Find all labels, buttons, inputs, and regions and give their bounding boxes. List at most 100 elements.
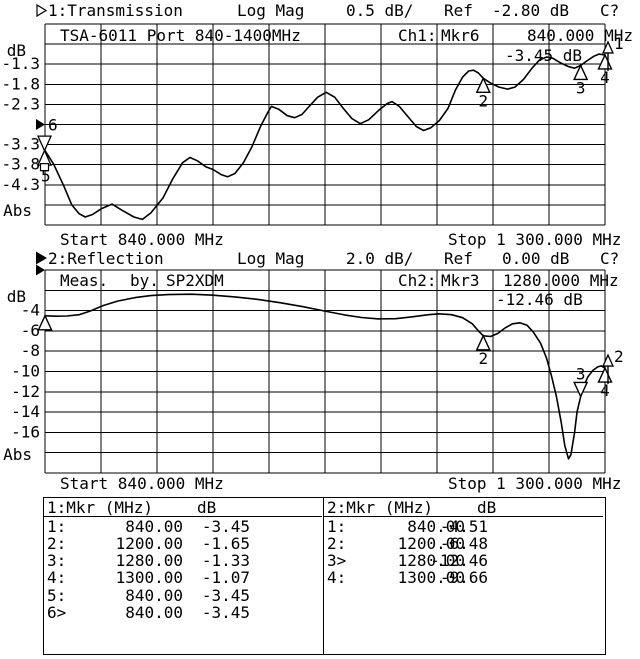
- svg-text:-12: -12: [11, 382, 40, 401]
- svg-text:dB: dB: [7, 287, 26, 306]
- grid: [44, 269, 606, 474]
- marker-frequency: 1280.00: [115, 551, 183, 571]
- marker-frequency: 1300.00: [115, 568, 183, 588]
- marker-number: 3>: [327, 551, 347, 571]
- marker-4-icon: [597, 53, 613, 70]
- marker-symbols: 2 34: [37, 314, 613, 400]
- marker-value: -1.65: [201, 533, 250, 553]
- ch1-format: Log Mag: [237, 1, 305, 20]
- trace-id-arrow-icon: 2: [601, 347, 624, 385]
- svg-text:-1.3: -1.3: [1, 54, 40, 73]
- ch1-channel-label: Ch1:: [398, 26, 437, 45]
- marker-number: 4:: [327, 568, 347, 588]
- svg-text:1: 1: [614, 34, 624, 53]
- ch1-title: 1:Transmission: [48, 1, 183, 20]
- trace-ch1: [44, 53, 606, 221]
- ch2-active-marker: Mkr3: [441, 271, 480, 290]
- ch1-device-label: TSA-6011 Port 840-1400MHz: [60, 26, 301, 45]
- marker-number: 2:: [47, 533, 67, 553]
- table-header-divider: [44, 516, 322, 517]
- svg-text:3: 3: [576, 78, 586, 97]
- table-header-divider: [324, 516, 603, 517]
- svg-text:-8: -8: [21, 341, 40, 360]
- svg-text:-10: -10: [11, 362, 40, 381]
- marker-frequency: 1200.00: [115, 533, 183, 553]
- ch1-cal-status: C?: [600, 1, 620, 20]
- svg-text:3: 3: [576, 364, 586, 383]
- svg-text:Abs: Abs: [3, 201, 32, 220]
- ch1-scale: 0.5 dB/: [346, 1, 414, 20]
- marker-2-icon: [475, 334, 491, 351]
- ch2-stop-label: Stop 1 300.000 MHz: [448, 474, 622, 493]
- channel-pointer-icon: [36, 251, 47, 265]
- ch2-marker-readout: -12.46 dB: [496, 290, 583, 309]
- ch1-active-marker: Mkr6: [441, 26, 480, 45]
- marker-number: 4:: [47, 568, 67, 588]
- svg-text:-6: -6: [21, 321, 40, 340]
- marker-value: -1.33: [201, 551, 250, 571]
- marker-value: -4.51: [439, 516, 488, 536]
- ref-arrow-icon: [36, 264, 45, 276]
- marker-frequency: 840.00: [125, 516, 183, 536]
- channel-pointer-icon: [36, 3, 48, 18]
- ch1-ref-value: -2.80 dB: [492, 1, 570, 20]
- marker-number: 1:: [47, 516, 67, 536]
- marker-number: 5:: [47, 585, 67, 605]
- ch2-meas-word: Meas.: [60, 271, 109, 290]
- marker-frequency: 1280.00: [397, 551, 465, 571]
- ref-level-indicator: [36, 264, 45, 276]
- svg-text:-16: -16: [11, 422, 40, 441]
- svg-text:Abs: Abs: [3, 445, 32, 464]
- svg-text:4: 4: [600, 381, 610, 400]
- ch2-format: Log Mag: [237, 249, 305, 268]
- ch2-title: 2:Reflection: [48, 249, 164, 268]
- ch1-stop-label: Stop 1 300.000 MHz: [448, 230, 622, 249]
- ch2-by-word: by.: [130, 271, 159, 290]
- marker-value: -12.46: [430, 551, 488, 571]
- marker-2-icon: [475, 76, 491, 93]
- ch2-operator: SP2XDM: [166, 271, 224, 290]
- table2-title: 2:Mkr (MHz): [327, 498, 433, 517]
- marker-frequency: 1200.00: [397, 533, 465, 553]
- marker-value: -9.66: [439, 568, 488, 588]
- marker-1-icon: [37, 314, 53, 331]
- svg-text:-3.3: -3.3: [1, 135, 40, 154]
- marker-frequency: 840.00: [125, 585, 183, 605]
- marker-value: -3.45: [201, 516, 250, 536]
- marker-value: -3.45: [201, 603, 250, 622]
- marker-value: -6.48: [439, 533, 488, 553]
- svg-text:4: 4: [600, 68, 610, 87]
- marker-number: 3:: [47, 551, 67, 571]
- ch2-ref-value: 0.00 dB: [502, 249, 570, 268]
- ch2-marker-freq: 1280.000 MHz: [503, 271, 619, 290]
- svg-text:2: 2: [614, 347, 624, 366]
- svg-text:-4: -4: [21, 301, 40, 320]
- marker-frequency: 1300.00: [397, 568, 465, 588]
- svg-text:6: 6: [48, 116, 58, 135]
- ch2-cal-status: C?: [600, 249, 620, 268]
- ref-level-indicator: 65: [36, 116, 58, 186]
- ref-arrow-icon: [36, 119, 45, 130]
- svg-text:5: 5: [41, 167, 51, 186]
- marker-4-icon: [597, 366, 613, 383]
- trace-ch2: [44, 293, 606, 460]
- table1-title: 1:Mkr (MHz): [47, 498, 153, 517]
- svg-text:-4.3: -4.3: [1, 175, 40, 194]
- marker-cluster-box-icon: [39, 163, 50, 172]
- ch1-marker-freq: 840.000 MHz: [527, 26, 633, 45]
- marker-number: 1:: [327, 516, 347, 536]
- trace-id-arrow-icon: 1: [601, 34, 624, 71]
- svg-text:-1.8: -1.8: [1, 74, 40, 93]
- y-axis-labels: dB-4-6-8 -10-12-14-16 Abs: [3, 287, 40, 464]
- marker-frequency: 840.00: [407, 516, 465, 536]
- svg-text:2: 2: [478, 349, 488, 368]
- svg-text:2: 2: [478, 91, 488, 110]
- grid: [44, 23, 606, 226]
- svg-text:-14: -14: [11, 402, 40, 421]
- table1-unit: dB: [197, 498, 217, 517]
- ch2-ref-word: Ref: [444, 249, 473, 268]
- marker-cluster-down-icon: [36, 135, 53, 153]
- marker-number: 6>: [47, 603, 67, 622]
